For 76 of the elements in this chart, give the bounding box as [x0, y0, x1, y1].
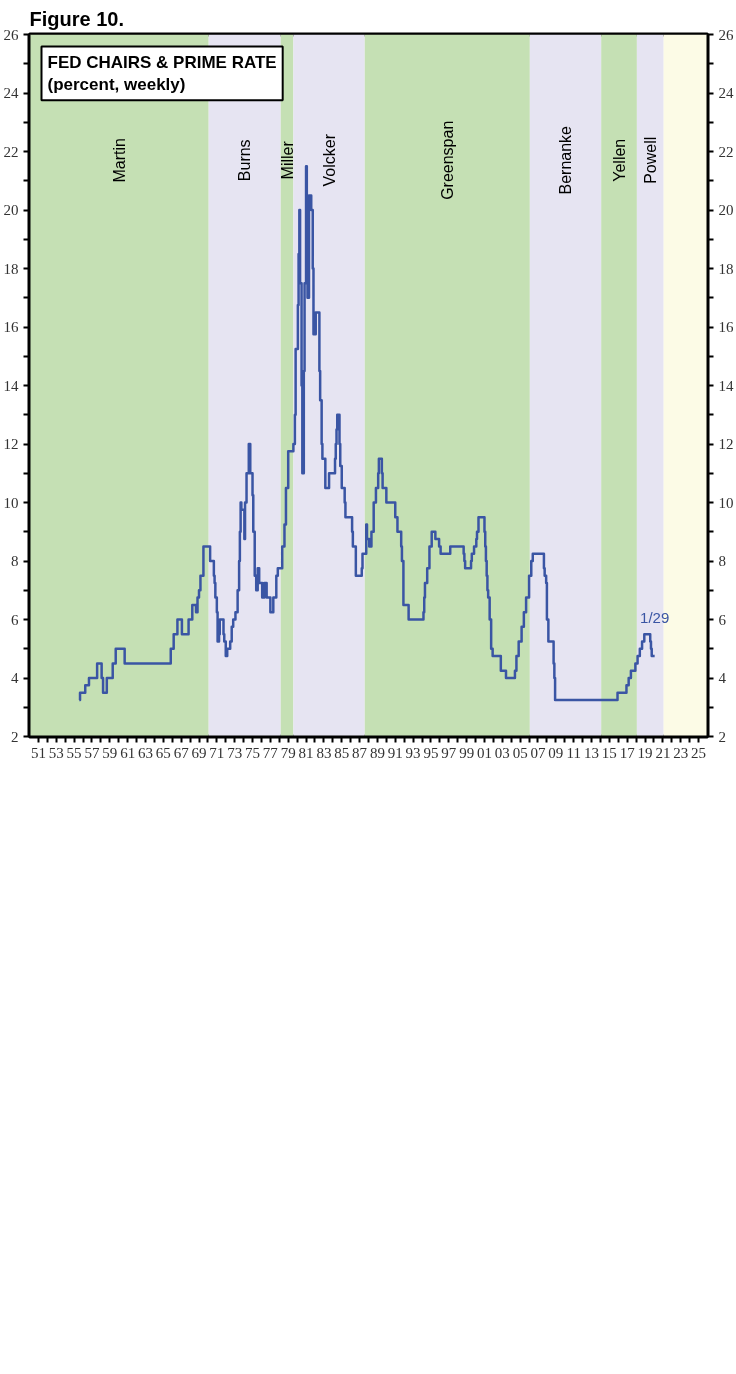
x-tick-label: 69	[191, 744, 207, 761]
band-label: Miller	[278, 140, 296, 180]
x-tick-label: 25	[691, 744, 707, 761]
x-tick-label: 21	[655, 744, 671, 761]
y-tick-label: 22	[3, 143, 19, 160]
x-tick-label: 59	[102, 744, 118, 761]
band-label: Burns	[236, 139, 254, 182]
y2-tick-label: 24	[718, 85, 734, 101]
y2-tick-label: 2	[718, 728, 726, 745]
band-label: Bernanke	[557, 125, 575, 195]
y-tick-label: 2	[11, 728, 19, 745]
y2-tick-label: 10	[718, 494, 734, 511]
y-tick-label: 26	[3, 26, 19, 43]
x-tick-label: 81	[298, 744, 314, 761]
y2-tick-label: 6	[718, 611, 727, 628]
x-tick-label: 75	[245, 744, 261, 761]
x-tick-label: 83	[316, 744, 332, 761]
x-tick-label: 57	[84, 744, 100, 761]
x-tick-label: 01	[476, 744, 492, 761]
band-label: Martin	[110, 138, 128, 183]
band-label: Powell	[641, 136, 659, 184]
y-tick-label: 16	[3, 319, 19, 335]
y-tick-label: 10	[3, 494, 19, 511]
y-tick-label: 8	[11, 553, 19, 569]
x-tick-label: 93	[405, 744, 421, 761]
x-tick-label: 55	[66, 744, 82, 761]
x-tick-label: 65	[155, 744, 171, 761]
x-tick-label: 63	[137, 744, 153, 761]
band-label: Greenspan	[438, 120, 456, 200]
x-tick-label: 73	[227, 744, 243, 761]
y-tick-label: 18	[3, 260, 19, 277]
x-tick-label: 03	[494, 744, 510, 761]
x-tick-label: 07	[530, 744, 546, 761]
y2-tick-label: 18	[718, 260, 734, 277]
x-tick-label: 67	[173, 744, 190, 761]
annotation: 1/29	[640, 609, 670, 627]
x-tick-label: 99	[459, 744, 475, 761]
y-tick-label: 12	[3, 436, 19, 452]
x-tick-label: 19	[637, 744, 653, 761]
x-tick-label: 61	[120, 744, 136, 761]
x-tick-label: 17	[619, 744, 636, 761]
x-tick-label: 09	[548, 744, 564, 761]
y-tick-label: 4	[11, 670, 19, 686]
y2-tick-label: 26	[718, 26, 734, 43]
x-tick-label: 51	[30, 744, 46, 761]
x-tick-label: 89	[369, 744, 385, 761]
x-tick-label: 97	[441, 744, 457, 761]
y2-tick-label: 4	[718, 670, 727, 686]
y2-tick-label: 8	[718, 553, 726, 569]
x-tick-label: 15	[601, 744, 617, 761]
y-tick-label: 24	[3, 85, 19, 101]
caption: Figure 10.	[29, 7, 124, 30]
x-tick-label: 11	[566, 744, 581, 761]
x-tick-label: 05	[512, 744, 528, 761]
x-tick-label: 91	[387, 744, 403, 761]
y2-tick-label: 20	[718, 202, 734, 218]
y-tick-label: 6	[11, 611, 19, 628]
y2-tick-label: 12	[718, 436, 734, 452]
x-tick-label: 85	[334, 744, 350, 761]
y-tick-label: 20	[3, 202, 19, 218]
y2-tick-label: 22	[718, 143, 734, 160]
band-label: Yellen	[610, 138, 628, 182]
x-tick-label: 79	[280, 744, 296, 761]
x-tick-label: 53	[48, 744, 64, 761]
x-tick-label: 95	[423, 744, 439, 761]
text: (percent, weekly)	[47, 75, 186, 95]
text: FED CHAIRS & PRIME RATE	[47, 52, 277, 72]
y2-tick-label: 16	[718, 319, 734, 335]
y2-tick-label: 14	[718, 377, 734, 394]
x-tick-label: 87	[352, 744, 368, 761]
x-tick-label: 13	[584, 744, 600, 761]
x-tick-label: 77	[262, 744, 279, 761]
x-tick-label: 23	[673, 744, 689, 761]
y-tick-label: 14	[3, 377, 19, 394]
x-tick-label: 71	[209, 744, 225, 761]
band-label: Volcker	[320, 133, 338, 187]
